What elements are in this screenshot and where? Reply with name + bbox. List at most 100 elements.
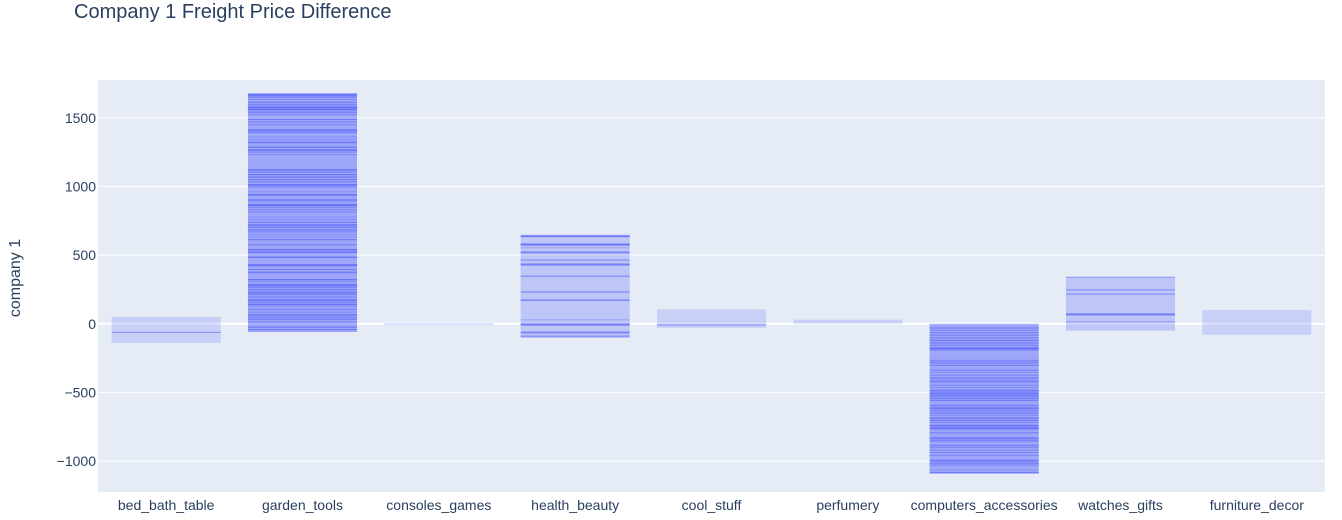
bar-segment bbox=[929, 447, 1039, 449]
bar-segment bbox=[247, 146, 358, 148]
bar-garden_tools bbox=[247, 93, 358, 333]
bar-segment bbox=[929, 422, 1039, 423]
bar-segment bbox=[929, 369, 1039, 371]
bar-segment bbox=[929, 399, 1039, 402]
bar-bed_bath_table bbox=[111, 316, 221, 343]
bar-segment bbox=[247, 131, 358, 134]
bar-segment bbox=[247, 281, 358, 283]
bar-segment bbox=[247, 124, 358, 126]
y-tick-label: 500 bbox=[73, 247, 97, 263]
bar-segment bbox=[247, 169, 358, 171]
bar-segment bbox=[247, 291, 358, 294]
bar-segment bbox=[929, 397, 1039, 400]
bar-segment bbox=[247, 286, 358, 289]
x-tick-label: cool_stuff bbox=[682, 497, 742, 513]
bar-segment bbox=[247, 119, 358, 121]
bar-segment bbox=[247, 236, 358, 238]
bar bbox=[1202, 310, 1312, 335]
bar-segment bbox=[929, 424, 1039, 427]
bar-segment bbox=[1065, 321, 1176, 323]
bar-segment bbox=[247, 171, 358, 173]
bar-segment bbox=[247, 244, 358, 246]
bar-segment bbox=[247, 186, 358, 188]
bar-segment bbox=[520, 299, 630, 301]
bar-segment bbox=[929, 404, 1039, 407]
bar-segment bbox=[247, 304, 358, 306]
bar-segment bbox=[247, 149, 358, 151]
bar-segment bbox=[247, 219, 358, 220]
bar-segment bbox=[247, 226, 358, 228]
bar-segment bbox=[247, 206, 358, 208]
bar-segment bbox=[929, 412, 1039, 415]
bar-segment bbox=[247, 101, 358, 104]
bar-segment bbox=[929, 419, 1039, 422]
bar-segment bbox=[520, 275, 630, 278]
x-tick-label: computers_accessories bbox=[911, 497, 1058, 513]
bar-furniture_decor bbox=[1202, 310, 1312, 335]
y-tick-labels: −1000 −500 0 500 1000 1500 bbox=[57, 110, 97, 469]
bar-segment bbox=[929, 464, 1039, 466]
bar-segment bbox=[520, 335, 630, 338]
bar-segment bbox=[929, 359, 1039, 362]
bar-segment bbox=[247, 314, 358, 316]
bar-segment bbox=[929, 452, 1039, 453]
bar-segment bbox=[520, 263, 630, 266]
bar-segment bbox=[247, 221, 358, 223]
bar-segment bbox=[247, 329, 358, 331]
bar-segment bbox=[929, 342, 1039, 344]
y-tick-label: 1000 bbox=[65, 178, 96, 194]
bar-segment bbox=[247, 306, 358, 308]
x-tick-label: garden_tools bbox=[262, 497, 343, 513]
bar-segment bbox=[111, 331, 221, 333]
bar-segment bbox=[247, 174, 358, 176]
bar-segment bbox=[520, 331, 630, 334]
bar-segment bbox=[520, 259, 630, 261]
bar-segment bbox=[929, 329, 1039, 331]
bar-segment bbox=[247, 94, 358, 97]
bar-segment bbox=[247, 114, 358, 116]
bar-segment bbox=[929, 459, 1039, 462]
bar-segment bbox=[929, 334, 1039, 336]
bar-segment bbox=[247, 129, 358, 132]
bar-segment bbox=[247, 289, 358, 291]
bar-segment bbox=[520, 247, 630, 249]
bar-segment bbox=[929, 337, 1039, 339]
bar-segment bbox=[247, 184, 358, 187]
bar-segment bbox=[520, 291, 630, 293]
bar-segment bbox=[247, 151, 358, 153]
bar-segment bbox=[247, 209, 358, 211]
bar-segment bbox=[656, 324, 767, 326]
bar-segment bbox=[1065, 277, 1176, 279]
bar-segment bbox=[929, 389, 1039, 392]
bar-segment bbox=[247, 316, 358, 319]
bar-segment bbox=[1065, 289, 1176, 291]
bar-segment bbox=[929, 449, 1039, 451]
bar-segment bbox=[929, 394, 1039, 397]
bar-segment bbox=[929, 377, 1039, 379]
bar-segment bbox=[247, 139, 358, 140]
chart-title: Company 1 Freight Price Difference bbox=[74, 1, 392, 23]
bar-segment bbox=[520, 251, 630, 254]
bar-segment bbox=[929, 387, 1039, 389]
bar-segment bbox=[247, 251, 358, 253]
bar bbox=[247, 93, 358, 333]
bar-segment bbox=[247, 319, 358, 321]
bar-segment bbox=[247, 99, 358, 100]
bar-segment bbox=[929, 417, 1039, 420]
bar-segment bbox=[247, 249, 358, 251]
bar-watches_gifts bbox=[1065, 276, 1176, 331]
bar-segment bbox=[929, 432, 1039, 434]
bar bbox=[793, 319, 903, 324]
y-axis-title: company 1 bbox=[7, 239, 24, 317]
bar-segment bbox=[247, 299, 358, 302]
bar-segment bbox=[929, 392, 1039, 395]
bar-segment bbox=[929, 327, 1039, 329]
bars bbox=[111, 93, 1312, 474]
y-tick-label: 1500 bbox=[65, 110, 96, 126]
x-tick-label: watches_gifts bbox=[1077, 497, 1163, 513]
x-tick-label: perfumery bbox=[816, 497, 879, 513]
bar-segment bbox=[247, 296, 358, 298]
bar-segment bbox=[1065, 293, 1176, 295]
bar-computers_accessories bbox=[929, 323, 1039, 474]
